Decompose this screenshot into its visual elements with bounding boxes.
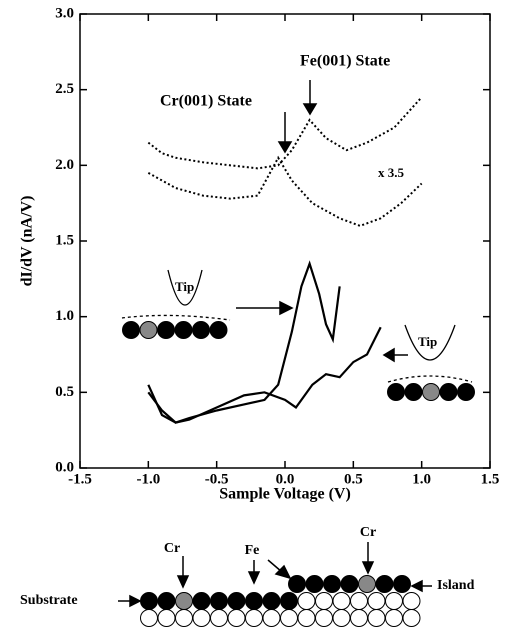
atom [175, 609, 193, 627]
atom [122, 321, 140, 339]
x-tick-label: -0.5 [205, 471, 229, 487]
atom [350, 609, 368, 627]
diagram-label: Island [437, 578, 475, 593]
y-tick-label: 0.5 [55, 384, 74, 400]
x-axis-label: Sample Voltage (V) [219, 486, 351, 503]
y-tick-label: 2.0 [55, 157, 74, 173]
insets [121, 269, 473, 383]
atom [262, 592, 281, 610]
annotation: Fe(001) State [300, 53, 390, 70]
atom [157, 321, 175, 339]
atom [140, 609, 158, 627]
atom [140, 592, 158, 610]
diagram-label: Substrate [20, 593, 78, 608]
atom [245, 592, 263, 610]
atom [262, 609, 281, 627]
data-line [147, 326, 382, 424]
atom [192, 609, 211, 627]
atom [422, 383, 440, 401]
x-tick-label: -1.0 [136, 471, 160, 487]
atom [323, 575, 341, 593]
atom [305, 575, 324, 593]
atom [367, 592, 386, 610]
atom [209, 321, 228, 339]
atom [315, 592, 333, 610]
y-tick-label: 1.0 [55, 308, 74, 324]
atom [245, 609, 263, 627]
atoms [122, 321, 475, 627]
atom [139, 321, 158, 339]
atom [402, 592, 421, 610]
atom [404, 383, 423, 401]
x-tick-label: 0.5 [344, 471, 363, 487]
atom [157, 609, 176, 627]
atom [358, 575, 376, 593]
data-line [147, 96, 423, 170]
x-tick-label: 0.0 [276, 471, 295, 487]
atom [457, 383, 475, 401]
atom [375, 575, 394, 593]
atom [297, 592, 316, 610]
atom [210, 592, 228, 610]
atom [387, 383, 405, 401]
atom [385, 592, 403, 610]
annotation: x 3.5 [378, 165, 405, 180]
atom [192, 592, 211, 610]
diagram-label: Cr [164, 541, 180, 556]
x-tick-label: -1.5 [68, 471, 92, 487]
annotation: Tip [418, 334, 437, 349]
atom [393, 575, 411, 593]
atom [175, 592, 193, 610]
y-tick-label: 1.5 [55, 232, 74, 248]
arrows [118, 80, 432, 608]
atom [385, 609, 403, 627]
diagram-label: Fe [245, 543, 260, 558]
atom [227, 609, 246, 627]
atom [367, 609, 386, 627]
y-tick-label: 0.0 [55, 459, 74, 475]
y-tick-label: 3.0 [55, 5, 74, 21]
x-tick-label: 1.0 [412, 471, 431, 487]
atom [157, 592, 176, 610]
atom [297, 609, 316, 627]
atom [332, 609, 351, 627]
x-tick-label: 1.5 [481, 471, 500, 487]
y-tick-label: 2.5 [55, 81, 74, 97]
atom [210, 609, 228, 627]
y-axis-label: dI/dV (nA/V) [19, 196, 36, 287]
atom [192, 321, 210, 339]
atom [315, 609, 333, 627]
diagram-label: Cr [360, 525, 376, 540]
atom [340, 575, 359, 593]
atom [350, 592, 368, 610]
atom [280, 592, 298, 610]
atom [288, 575, 306, 593]
atom [280, 609, 298, 627]
atom [402, 609, 421, 627]
annotation: Tip [175, 279, 194, 294]
atom [439, 383, 458, 401]
atom [174, 321, 193, 339]
atom [227, 592, 246, 610]
atom [332, 592, 351, 610]
annotation: Cr(001) State [160, 93, 252, 110]
